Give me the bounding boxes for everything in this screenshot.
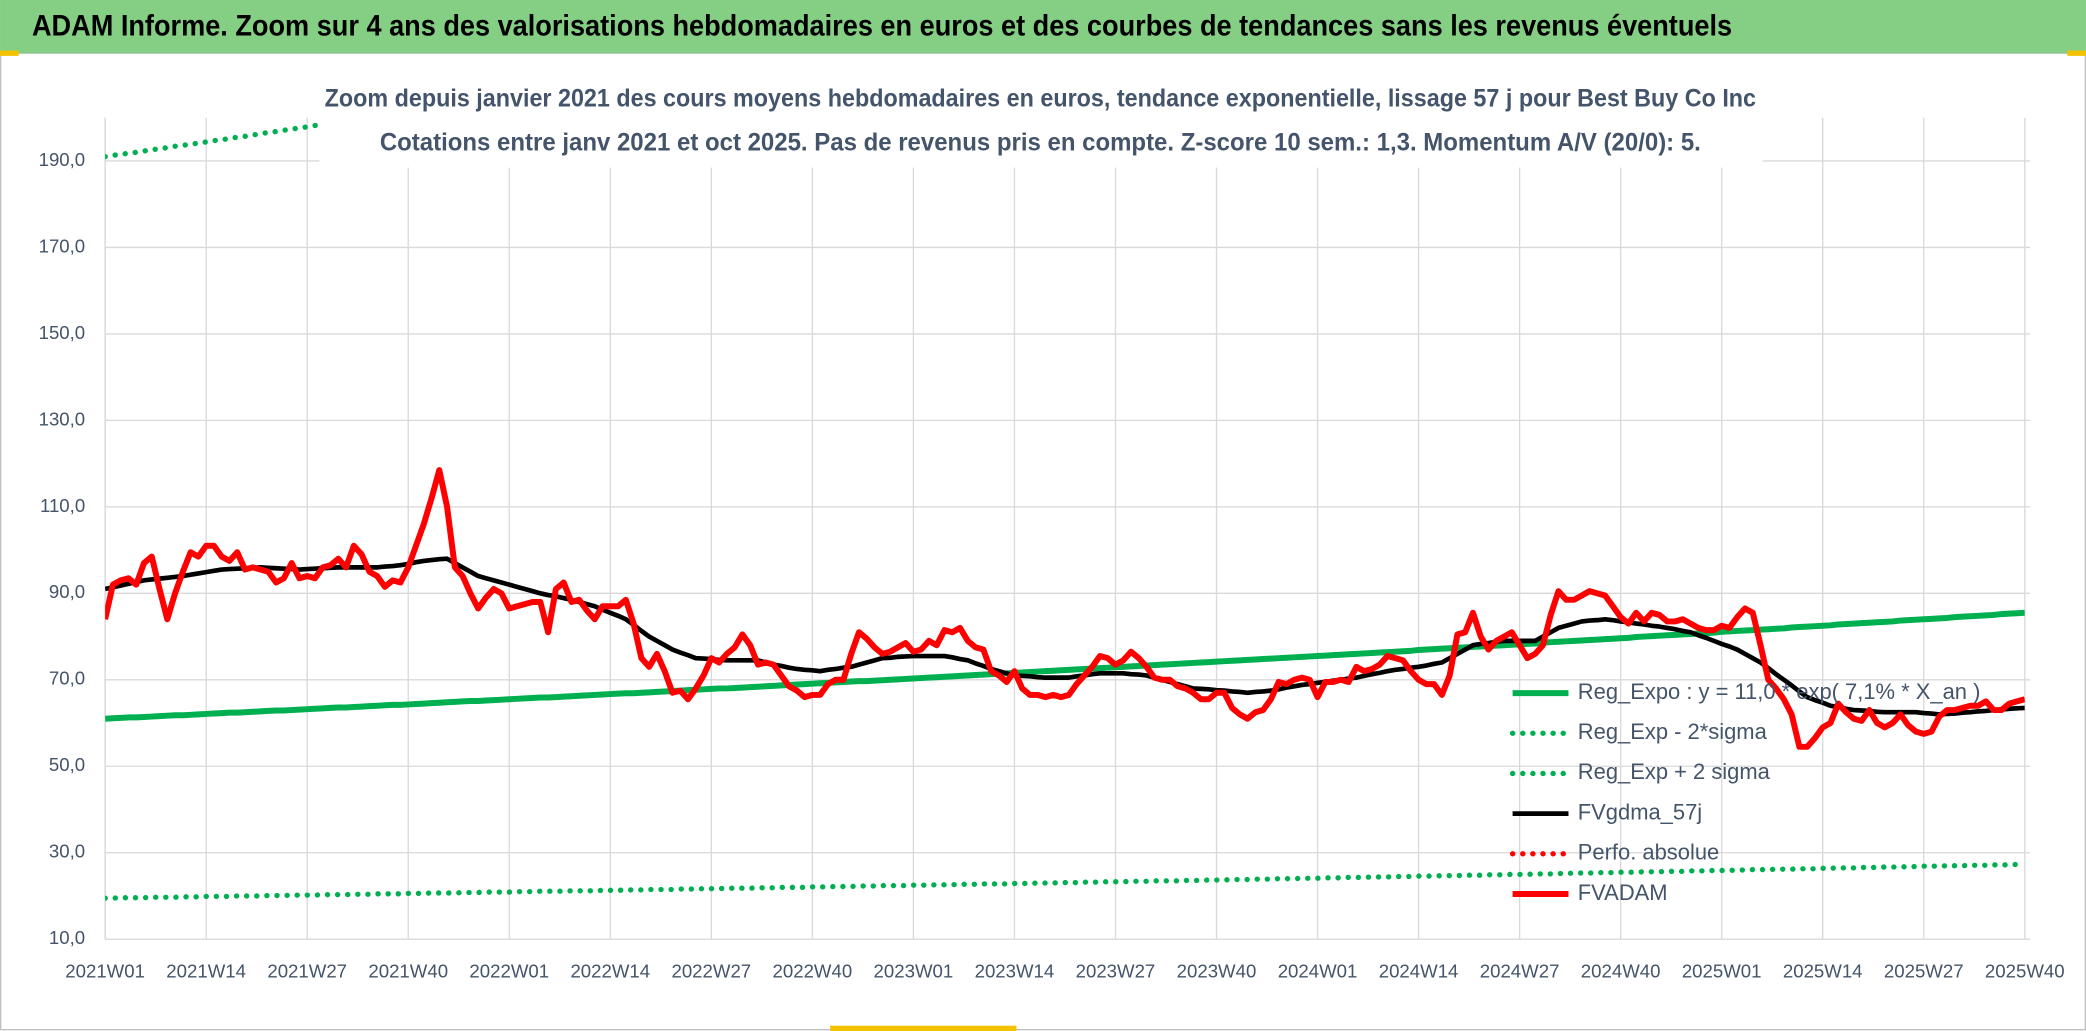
y-tick-label: 130,0 bbox=[39, 408, 86, 429]
series-line bbox=[105, 609, 2025, 722]
bottom-mark bbox=[830, 1025, 1017, 1031]
x-tick-label: 2021W14 bbox=[166, 960, 246, 981]
chart-title: Zoom depuis janvier 2021 des cours moyen… bbox=[325, 84, 1756, 112]
x-tick-label: 2024W40 bbox=[1581, 960, 1661, 981]
y-tick-label: 110,0 bbox=[40, 495, 85, 516]
legend-label: Perfo. absolue bbox=[1578, 840, 1719, 865]
x-tick-label: 2021W27 bbox=[267, 960, 347, 981]
x-tick-label: 2025W14 bbox=[1783, 960, 1863, 981]
x-tick-label: 2022W40 bbox=[773, 960, 853, 981]
plot-area bbox=[105, 117, 2025, 901]
y-tick-label: 150,0 bbox=[39, 322, 86, 343]
x-tick-label: 2024W01 bbox=[1278, 960, 1358, 981]
axes: 10,0 30,0 50,0 70,0 90,0 110,0 130,0 150,0 170,0… bbox=[39, 117, 2065, 981]
subtitle-box bbox=[319, 75, 1763, 168]
x-tick-label: 2022W14 bbox=[570, 960, 650, 981]
series-line bbox=[105, 556, 2025, 717]
x-tick-label: 2023W27 bbox=[1076, 960, 1156, 981]
page-title: ADAM Informe. Zoom sur 4 ans des valoris… bbox=[32, 11, 1732, 43]
y-tick-label: 30,0 bbox=[49, 841, 85, 862]
x-tick-label: 2021W01 bbox=[65, 960, 145, 981]
legend-label: Reg_Expo : y = 11,0 * exp( 7,1% * X_an ) bbox=[1578, 679, 1981, 704]
legend: Reg_Expo : y = 11,0 * exp( 7,1% * X_an )… bbox=[1509, 679, 1981, 905]
x-tick-label: 2022W01 bbox=[469, 960, 549, 981]
x-tick-label: 2021W40 bbox=[368, 960, 448, 981]
x-tick-label: 2025W01 bbox=[1682, 960, 1762, 981]
y-tick-label: 50,0 bbox=[49, 754, 85, 775]
series-line bbox=[105, 467, 2025, 750]
corner-mark bbox=[2067, 50, 2086, 56]
x-tick-label: 2025W27 bbox=[1884, 960, 1964, 981]
corner-mark bbox=[0, 50, 19, 56]
y-tick-label: 190,0 bbox=[39, 149, 86, 170]
y-tick-label: 170,0 bbox=[39, 235, 86, 256]
legend-label: FVgdma_57j bbox=[1578, 799, 1702, 824]
x-tick-label: 2023W01 bbox=[874, 960, 954, 981]
header-bar bbox=[0, 0, 2086, 54]
x-tick-label: 2023W40 bbox=[1177, 960, 1257, 981]
x-tick-label: 2025W40 bbox=[1985, 960, 2065, 981]
x-tick-label: 2024W14 bbox=[1379, 960, 1459, 981]
y-tick-label: 70,0 bbox=[49, 668, 85, 689]
y-tick-label: 90,0 bbox=[49, 581, 85, 602]
x-tick-label: 2024W27 bbox=[1480, 960, 1560, 981]
legend-label: Reg_Exp - 2*sigma bbox=[1578, 719, 1768, 744]
chart-subtitle: Cotations entre janv 2021 et oct 2025. P… bbox=[380, 128, 1701, 156]
x-tick-label: 2023W14 bbox=[975, 960, 1055, 981]
series-line bbox=[105, 861, 2025, 901]
y-tick-label: 10,0 bbox=[49, 927, 85, 948]
x-tick-label: 2022W27 bbox=[671, 960, 751, 981]
legend-label: FVADAM bbox=[1578, 880, 1668, 905]
legend-label: Reg_Exp + 2 sigma bbox=[1578, 759, 1771, 784]
